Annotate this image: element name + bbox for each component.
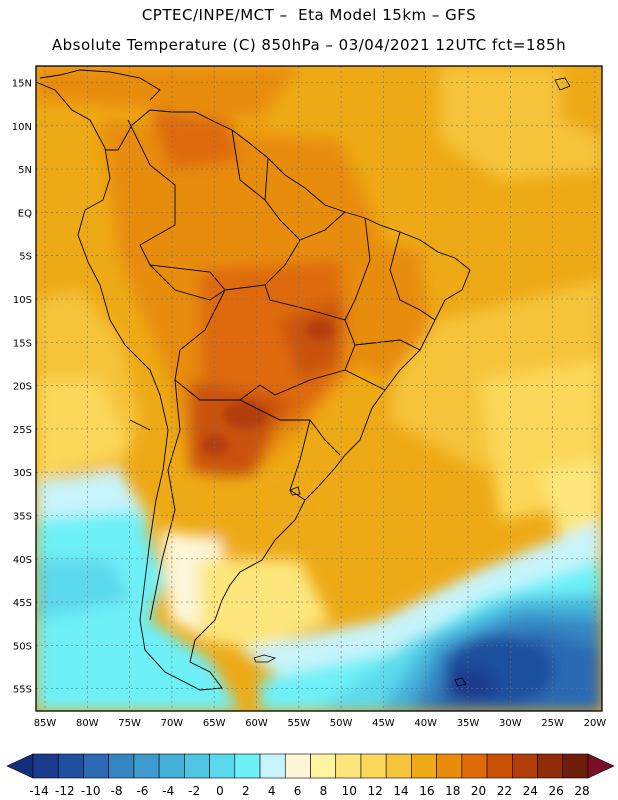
longitude-label: 40W bbox=[414, 718, 437, 729]
colorbar-tick-label: 0 bbox=[216, 784, 224, 798]
colorbar-swatch bbox=[562, 753, 589, 779]
chart-title-line2: Absolute Temperature (C) 850hPa – 03/04/… bbox=[51, 36, 567, 54]
colorbar-tick-label: 8 bbox=[320, 784, 328, 798]
map-frame bbox=[35, 65, 603, 712]
latitude-label: 10S bbox=[13, 295, 32, 306]
colorbar-tick-label: 10 bbox=[342, 784, 357, 798]
colorbar-tick-label: 16 bbox=[419, 784, 434, 798]
colorbar-swatch bbox=[512, 753, 538, 779]
latitude-label: 10N bbox=[12, 122, 32, 133]
colorbar-swatch bbox=[411, 753, 437, 779]
colorbar-tick-label: -8 bbox=[111, 784, 123, 798]
colorbar-tick-label: 2 bbox=[242, 784, 250, 798]
colorbar-tick-label: 24 bbox=[523, 784, 538, 798]
colorbar-swatch bbox=[234, 753, 261, 779]
colorbar-swatch bbox=[32, 753, 59, 779]
longitude-label: 60W bbox=[245, 718, 268, 729]
colorbar-tick-label: 4 bbox=[268, 784, 276, 798]
latitude-label: 35S bbox=[13, 512, 32, 523]
colorbar-swatch bbox=[209, 753, 236, 779]
colorbar-swatch bbox=[284, 753, 311, 779]
latitude-label: EQ bbox=[18, 208, 32, 219]
colorbar-swatch bbox=[461, 753, 488, 779]
latitude-label: 5N bbox=[18, 165, 32, 176]
latitude-label: 15N bbox=[12, 79, 32, 90]
longitude-label: 55W bbox=[287, 718, 310, 729]
colorbar-swatch bbox=[259, 753, 286, 779]
colorbar-tick-label: -10 bbox=[81, 784, 101, 798]
longitude-label: 80W bbox=[76, 718, 99, 729]
colorbar-tick-label: 14 bbox=[393, 784, 408, 798]
longitude-label: 65W bbox=[203, 718, 226, 729]
colorbar-tick-labels: -14 -12 -10 -8 -6 -4 -2 0 2 4 6 8 10 12 14 16 18 20 22 24 26… bbox=[29, 784, 589, 798]
longitude-label: 30W bbox=[499, 718, 522, 729]
longitude-label: 20W bbox=[584, 718, 607, 729]
colorbar-swatch bbox=[108, 753, 135, 779]
latitude-label: 45S bbox=[13, 598, 32, 609]
latitude-labels: 15N 10N 5N EQ 5S 10S 15S 20S 25S 30S 35S 40S 45S 50S 5… bbox=[12, 79, 32, 696]
longitude-label: 70W bbox=[161, 718, 184, 729]
colorbar-tick-label: -4 bbox=[162, 784, 174, 798]
colorbar-swatch bbox=[385, 753, 412, 779]
colorbar-swatch bbox=[158, 753, 185, 779]
colorbar-tick-label: -14 bbox=[29, 784, 49, 798]
colorbar-under-arrow bbox=[6, 753, 34, 779]
colorbar-swatch bbox=[310, 753, 337, 779]
colorbar-tick-label: 6 bbox=[294, 784, 302, 798]
latitude-label: 20S bbox=[13, 382, 32, 393]
longitude-label: 35W bbox=[457, 718, 480, 729]
temperature-field bbox=[36, 66, 602, 711]
chart-title-line1: CPTEC/INPE/MCT – Eta Model 15km – GFS bbox=[141, 6, 477, 24]
colorbar-swatch bbox=[57, 753, 84, 779]
longitude-label: 45W bbox=[372, 718, 395, 729]
longitude-label: 25W bbox=[541, 718, 564, 729]
colorbar-swatch bbox=[436, 753, 463, 779]
colorbar-tick-label: 20 bbox=[471, 784, 486, 798]
colorbar-tick-label: 26 bbox=[549, 784, 564, 798]
colorbar-tick-label: -6 bbox=[136, 784, 148, 798]
colorbar-tick-label: -12 bbox=[55, 784, 75, 798]
grid-lines bbox=[36, 66, 602, 711]
colorbar-swatch bbox=[83, 753, 109, 779]
colorbar-tick-label: 18 bbox=[445, 784, 460, 798]
colorbar-swatch bbox=[133, 753, 160, 779]
latitude-label: 55S bbox=[13, 685, 32, 696]
colorbar bbox=[6, 753, 615, 779]
longitude-label: 85W bbox=[34, 718, 57, 729]
colorbar-tick-label: 28 bbox=[574, 784, 589, 798]
colorbar-tick-label: 22 bbox=[497, 784, 512, 798]
colorbar-swatch bbox=[486, 753, 513, 779]
colorbar-over-arrow bbox=[587, 753, 615, 779]
colorbar-swatch bbox=[184, 753, 210, 779]
colorbar-swatch bbox=[335, 753, 362, 779]
latitude-label: 5S bbox=[19, 252, 32, 263]
latitude-label: 25S bbox=[13, 425, 32, 436]
colorbar-swatch bbox=[360, 753, 387, 779]
longitude-label: 50W bbox=[330, 718, 353, 729]
longitude-label: 75W bbox=[118, 718, 141, 729]
colorbar-swatch bbox=[537, 753, 564, 779]
latitude-label: 50S bbox=[13, 641, 32, 652]
colorbar-tick-label: 12 bbox=[368, 784, 383, 798]
colorbar-tick-label: -2 bbox=[188, 784, 200, 798]
longitude-labels: 85W 80W 75W 70W 65W 60W 55W 50W 45W 40W 35W 30W 25W 2… bbox=[34, 718, 607, 729]
latitude-label: 15S bbox=[13, 338, 32, 349]
latitude-label: 30S bbox=[13, 468, 32, 479]
latitude-label: 40S bbox=[13, 555, 32, 566]
